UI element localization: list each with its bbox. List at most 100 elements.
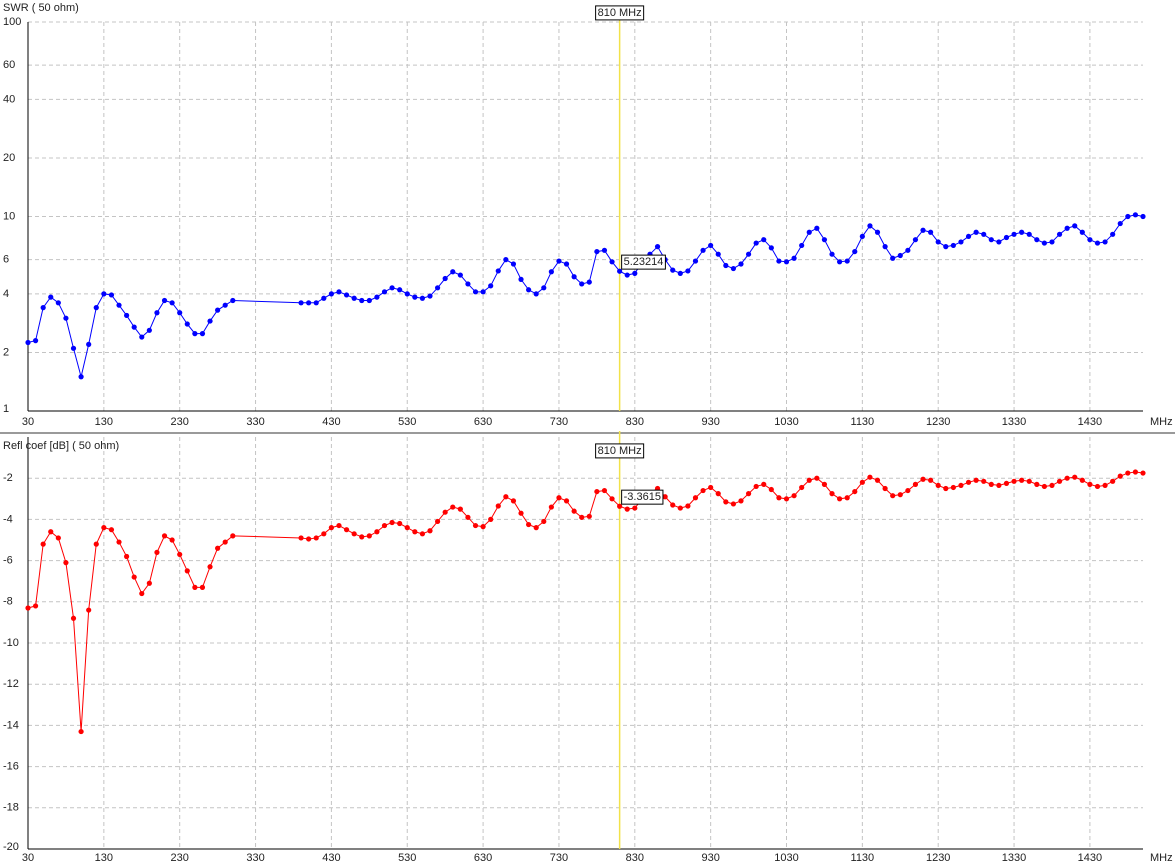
y-tick-label: 6 bbox=[3, 254, 9, 266]
data-point bbox=[184, 568, 190, 574]
data-point bbox=[32, 338, 39, 344]
data-point bbox=[579, 514, 585, 520]
cursor-label: 810 MHz bbox=[598, 445, 642, 457]
x-tick-label: 430 bbox=[322, 416, 340, 428]
data-point bbox=[1132, 469, 1139, 475]
data-point bbox=[928, 229, 934, 235]
y-tick-label: 20 bbox=[3, 152, 15, 164]
x-tick-label: 1430 bbox=[1078, 852, 1102, 864]
y-tick-label: -10 bbox=[3, 637, 19, 649]
data-point bbox=[450, 269, 456, 275]
data-point bbox=[662, 494, 668, 500]
cursor-value: 5.23214 bbox=[624, 256, 664, 268]
data-point bbox=[161, 533, 168, 539]
data-point bbox=[192, 584, 198, 590]
y-tick-label: -12 bbox=[3, 678, 19, 690]
data-point bbox=[434, 285, 441, 291]
data-point bbox=[404, 525, 410, 531]
data-point bbox=[1140, 213, 1146, 220]
data-point bbox=[397, 287, 403, 293]
data-point bbox=[1056, 231, 1063, 237]
data-point bbox=[1117, 473, 1123, 479]
data-point bbox=[821, 481, 828, 487]
data-point bbox=[935, 482, 941, 489]
data-point bbox=[1056, 478, 1063, 484]
data-point bbox=[503, 494, 509, 500]
data-point bbox=[1117, 220, 1123, 227]
data-point bbox=[40, 541, 46, 547]
data-point bbox=[943, 244, 949, 250]
data-point bbox=[844, 258, 850, 264]
data-point bbox=[723, 262, 729, 269]
y-tick-label: 40 bbox=[3, 93, 15, 105]
data-point bbox=[222, 302, 228, 308]
y-tick-label: 60 bbox=[3, 59, 15, 71]
data-point bbox=[943, 485, 949, 492]
data-point bbox=[207, 564, 213, 570]
data-point bbox=[745, 251, 752, 257]
data-point bbox=[336, 289, 342, 295]
data-point bbox=[161, 297, 168, 304]
data-point bbox=[799, 242, 805, 249]
x-tick-label: 630 bbox=[474, 416, 492, 428]
y-axis-title: Refl coef [dB] ( 50 ohm) bbox=[3, 440, 119, 452]
data-point bbox=[541, 518, 547, 525]
x-tick-label: 230 bbox=[171, 852, 189, 864]
data-point bbox=[199, 584, 206, 590]
data-point bbox=[1026, 231, 1032, 237]
x-tick-label: 530 bbox=[398, 852, 416, 864]
data-point bbox=[184, 321, 190, 327]
data-point bbox=[677, 270, 683, 276]
data-point bbox=[101, 525, 107, 531]
data-point bbox=[844, 495, 850, 501]
data-point bbox=[131, 574, 137, 580]
x-axis-unit: MHz bbox=[1150, 852, 1173, 864]
data-point bbox=[685, 268, 691, 274]
data-point bbox=[124, 312, 130, 319]
data-point bbox=[1034, 481, 1040, 487]
x-tick-label: 1430 bbox=[1078, 416, 1102, 428]
data-point bbox=[685, 503, 691, 509]
data-point bbox=[442, 509, 448, 515]
data-point bbox=[950, 484, 956, 491]
data-point bbox=[1072, 474, 1078, 480]
data-point bbox=[419, 531, 426, 537]
data-point bbox=[70, 345, 77, 351]
x-tick-label: 630 bbox=[474, 852, 492, 864]
data-point bbox=[32, 603, 39, 609]
x-tick-label: 1030 bbox=[774, 416, 798, 428]
data-point bbox=[912, 481, 919, 487]
data-point bbox=[230, 533, 236, 539]
data-point bbox=[586, 513, 592, 519]
data-point bbox=[700, 487, 706, 494]
data-point bbox=[1026, 478, 1032, 484]
x-tick-label: 130 bbox=[95, 852, 113, 864]
data-point bbox=[116, 539, 122, 545]
data-point bbox=[617, 503, 623, 509]
data-point bbox=[670, 267, 676, 273]
x-tick-label: 1230 bbox=[926, 416, 950, 428]
data-point bbox=[1064, 475, 1070, 481]
data-point bbox=[427, 528, 433, 534]
data-point bbox=[230, 297, 236, 304]
data-point bbox=[897, 492, 903, 498]
data-point bbox=[548, 269, 554, 275]
data-point bbox=[601, 487, 608, 494]
data-point bbox=[199, 331, 206, 337]
data-point bbox=[1102, 482, 1108, 489]
data-point bbox=[730, 501, 737, 507]
data-point bbox=[965, 479, 972, 485]
data-point bbox=[419, 295, 426, 301]
data-point bbox=[457, 272, 463, 278]
data-point bbox=[412, 294, 418, 300]
data-point bbox=[882, 485, 888, 492]
data-point bbox=[958, 482, 964, 489]
data-point bbox=[495, 503, 501, 509]
data-point bbox=[1019, 229, 1025, 235]
data-point bbox=[55, 535, 61, 541]
y-tick-label: -16 bbox=[3, 761, 19, 773]
data-point bbox=[518, 510, 524, 516]
data-point bbox=[700, 247, 706, 253]
data-point bbox=[1132, 212, 1139, 218]
